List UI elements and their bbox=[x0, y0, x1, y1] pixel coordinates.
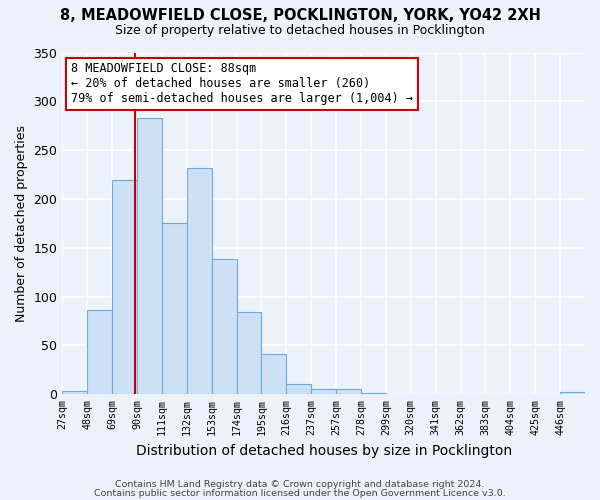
Bar bbox=[112, 180, 137, 394]
Text: Contains HM Land Registry data © Crown copyright and database right 2024.: Contains HM Land Registry data © Crown c… bbox=[115, 480, 485, 489]
Text: 8, MEADOWFIELD CLOSE, POCKLINGTON, YORK, YO42 2XH: 8, MEADOWFIELD CLOSE, POCKLINGTON, YORK,… bbox=[59, 8, 541, 22]
Bar bbox=[62, 392, 87, 394]
Bar bbox=[286, 384, 311, 394]
Bar bbox=[87, 310, 112, 394]
Y-axis label: Number of detached properties: Number of detached properties bbox=[15, 125, 28, 322]
Text: Size of property relative to detached houses in Pocklington: Size of property relative to detached ho… bbox=[115, 24, 485, 37]
Bar bbox=[212, 258, 236, 394]
X-axis label: Distribution of detached houses by size in Pocklington: Distribution of detached houses by size … bbox=[136, 444, 512, 458]
Bar bbox=[560, 392, 585, 394]
Bar bbox=[236, 312, 262, 394]
Text: Contains public sector information licensed under the Open Government Licence v3: Contains public sector information licen… bbox=[94, 489, 506, 498]
Bar bbox=[137, 118, 162, 394]
Bar bbox=[311, 390, 336, 394]
Bar bbox=[187, 168, 212, 394]
Bar bbox=[336, 390, 361, 394]
Text: 8 MEADOWFIELD CLOSE: 88sqm
← 20% of detached houses are smaller (260)
79% of sem: 8 MEADOWFIELD CLOSE: 88sqm ← 20% of deta… bbox=[71, 62, 413, 106]
Bar bbox=[262, 354, 286, 395]
Bar bbox=[162, 224, 187, 394]
